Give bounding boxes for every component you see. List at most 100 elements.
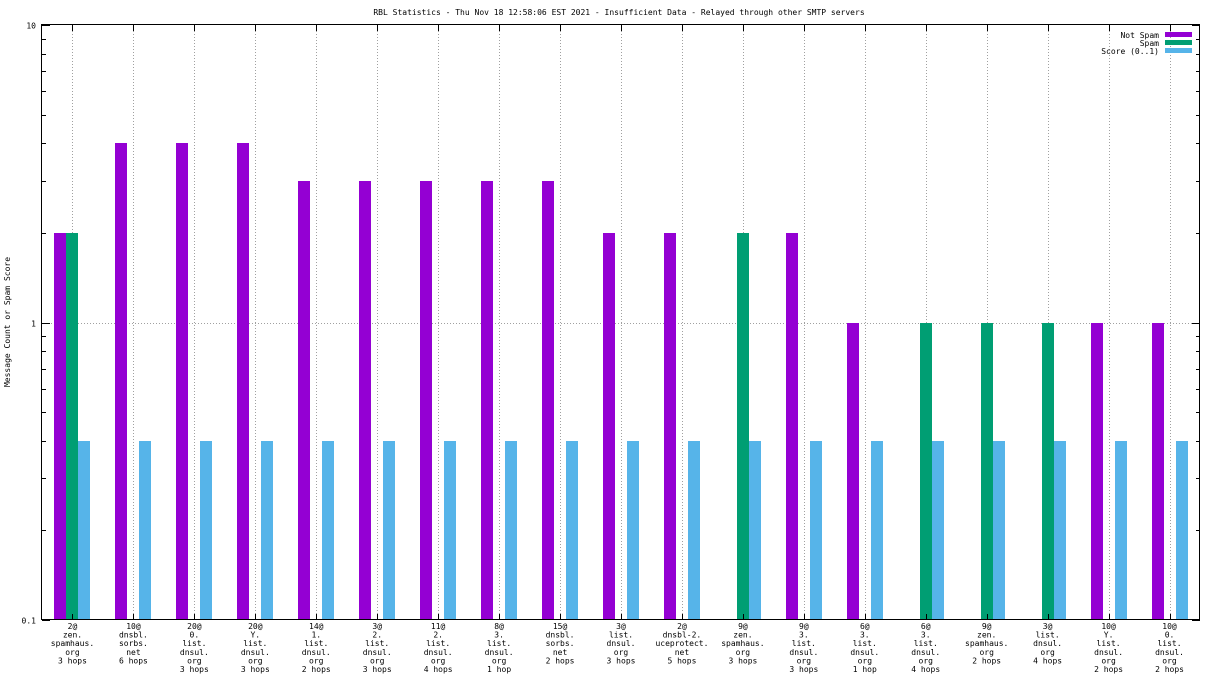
bar-score-0-1 bbox=[383, 441, 395, 620]
x-tick-label-line: 4 hops bbox=[1033, 656, 1062, 665]
x-tick-label: 20@ 0. list. dnsul. org 3 hops bbox=[180, 622, 209, 674]
bar-not-spam bbox=[176, 143, 188, 620]
x-tick-label-line: 2@ bbox=[677, 622, 687, 631]
x-tick-label-line: 2. bbox=[433, 631, 443, 640]
y-axis-label: Message Count or Spam Score bbox=[3, 257, 12, 387]
bar-score-0-1 bbox=[932, 441, 944, 620]
bar-spam bbox=[981, 323, 993, 620]
gridlines bbox=[42, 25, 1200, 620]
x-tick-label-line: dnsul. bbox=[241, 648, 270, 657]
x-tick-label-line: 2. bbox=[372, 631, 382, 640]
x-tick-label-line: org bbox=[1101, 656, 1116, 665]
bar-not-spam bbox=[481, 181, 493, 620]
x-tick-label-line: 3. bbox=[860, 631, 870, 640]
x-tick-label-line: 3. bbox=[799, 631, 809, 640]
x-tick-label-line: sorbs. bbox=[546, 639, 575, 648]
x-tick-label-line: 2 hops bbox=[1094, 665, 1123, 674]
x-tick-label-line: org bbox=[736, 648, 751, 657]
x-tick-label-line: dnsul. bbox=[911, 648, 940, 657]
x-tick-label-line: org bbox=[858, 656, 873, 665]
x-tick-label-line: org bbox=[65, 648, 80, 657]
x-tick-label-line: 3@ bbox=[372, 622, 382, 631]
x-tick-label-line: org bbox=[187, 656, 202, 665]
x-tick-label: 2@ dnsbl-2. uceprotect. net 5 hops bbox=[655, 622, 708, 665]
x-tick-label-line: org bbox=[309, 656, 324, 665]
x-tick-label-line: uceprotect. bbox=[655, 639, 708, 648]
x-tick-label-line: dnsul. bbox=[1094, 648, 1123, 657]
x-tick-label-line: 8@ bbox=[494, 622, 504, 631]
x-tick-label-line: 9@ bbox=[982, 622, 992, 631]
bar-spam bbox=[1042, 323, 1054, 620]
x-tick-label-line: 1 hop bbox=[487, 665, 511, 674]
bar-spam bbox=[66, 233, 78, 620]
bar-not-spam bbox=[786, 233, 798, 620]
x-tick-label-line: 1 hop bbox=[853, 665, 877, 674]
x-tick-label-line: 3 hops bbox=[607, 656, 636, 665]
legend-swatch bbox=[1165, 48, 1192, 53]
x-tick-label-line: list. bbox=[487, 639, 511, 648]
x-tick-label-line: 3 hops bbox=[789, 665, 818, 674]
x-tick-label-line: dnsul. bbox=[607, 639, 636, 648]
x-tick-label-line: Y. bbox=[1104, 631, 1114, 640]
bar-not-spam bbox=[1152, 323, 1164, 620]
x-tick-label-line: dnsul. bbox=[1155, 648, 1184, 657]
x-tick-label-line: 3 hops bbox=[241, 665, 270, 674]
x-tick-label: 3@ list. dnsul. org 3 hops bbox=[607, 622, 636, 665]
x-tick-label-line: list. bbox=[426, 639, 450, 648]
x-tick-label: 15@ dnsbl. sorbs. net 2 hops bbox=[546, 622, 575, 665]
x-tick-label-line: 5 hops bbox=[667, 656, 696, 665]
x-tick-label-line: dnsbl. bbox=[119, 631, 148, 640]
x-tick-label-line: 3 hops bbox=[728, 656, 757, 665]
x-tick-label-line: net bbox=[126, 648, 141, 657]
x-tick-label-line: org bbox=[1040, 648, 1055, 657]
x-tick-label: 14@ 1. list. dnsul. org 2 hops bbox=[302, 622, 331, 674]
plot-frame bbox=[41, 24, 1200, 620]
x-tick-label-line: net bbox=[675, 648, 690, 657]
bar-score-0-1 bbox=[871, 441, 883, 620]
x-tick-label-line: list. bbox=[182, 639, 206, 648]
bar-score-0-1 bbox=[1054, 441, 1066, 620]
x-tick-label-line: 4 hops bbox=[424, 665, 453, 674]
x-tick-label: 9@ zen. spamhaus. org 3 hops bbox=[721, 622, 764, 665]
x-tick-label-line: net bbox=[553, 648, 568, 657]
x-tick-label-line: dnsul. bbox=[485, 648, 514, 657]
bar-score-0-1 bbox=[322, 441, 334, 620]
bar-score-0-1 bbox=[1176, 441, 1188, 620]
bar-score-0-1 bbox=[1115, 441, 1127, 620]
legend-label: Spam bbox=[1140, 39, 1159, 48]
bar-score-0-1 bbox=[627, 441, 639, 620]
x-tick-label-line: org bbox=[431, 656, 446, 665]
x-tick-label-line: org bbox=[979, 648, 994, 657]
bar-score-0-1 bbox=[261, 441, 273, 620]
x-tick-label-line: 6@ bbox=[860, 622, 870, 631]
bar-score-0-1 bbox=[444, 441, 456, 620]
x-tick-label: 6@ 3. list. dnsul. org 4 hops bbox=[911, 622, 940, 674]
x-tick-label-line: list. bbox=[853, 639, 877, 648]
bar-score-0-1 bbox=[139, 441, 151, 620]
x-tick-label-line: dnsbl. bbox=[546, 631, 575, 640]
x-tick-label-line: 0. bbox=[190, 631, 200, 640]
bar-score-0-1 bbox=[505, 441, 517, 620]
x-tick-label-line: 10@ bbox=[1162, 622, 1177, 631]
x-tick-label-line: 14@ bbox=[309, 622, 324, 631]
x-tick-label-line: zen. bbox=[63, 631, 82, 640]
x-tick-label: 3@ list. dnsul. org 4 hops bbox=[1033, 622, 1062, 665]
x-tick-label-line: dnsul. bbox=[850, 648, 879, 657]
x-tick-label-line: 4 hops bbox=[911, 665, 940, 674]
bar-score-0-1 bbox=[200, 441, 212, 620]
x-tick-label: 11@ 2. list. dnsul. org 4 hops bbox=[424, 622, 453, 674]
x-tick-label-line: dnsul. bbox=[1033, 639, 1062, 648]
x-tick-label: 9@ 3. list. dnsul. org 3 hops bbox=[789, 622, 818, 674]
x-tick-label-line: org bbox=[919, 656, 934, 665]
x-tick-label-line: 9@ bbox=[738, 622, 748, 631]
y-tick-label: 0.1 bbox=[22, 617, 37, 626]
bar-score-0-1 bbox=[810, 441, 822, 620]
x-tick-label-line: list. bbox=[304, 639, 328, 648]
x-tick-label-line: dnsul. bbox=[424, 648, 453, 657]
chart-title: RBL Statistics - Thu Nov 18 12:58:06 EST… bbox=[373, 8, 864, 17]
y-tick-label: 10 bbox=[26, 22, 36, 31]
x-tick-label-line: org bbox=[797, 656, 812, 665]
x-tick-label: 10@ Y. list. dnsul. org 2 hops bbox=[1094, 622, 1123, 674]
